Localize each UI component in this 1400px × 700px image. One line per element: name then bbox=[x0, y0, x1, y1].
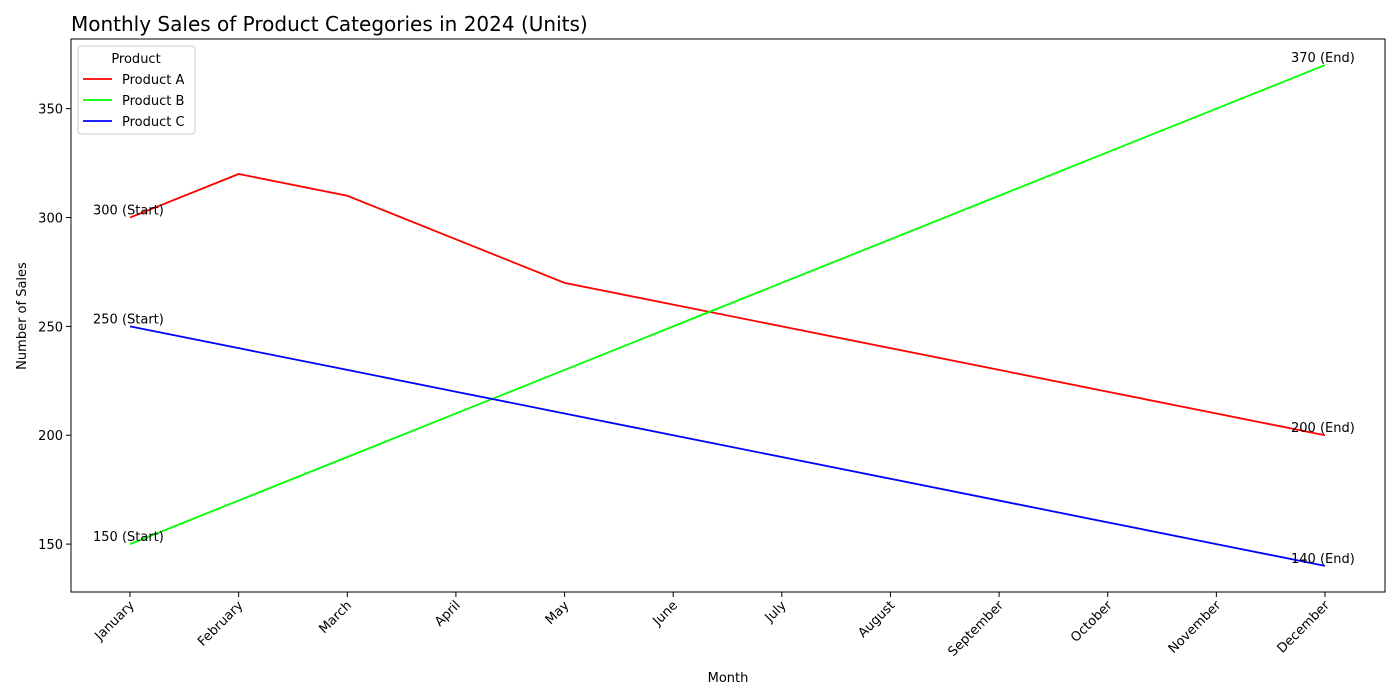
start-label-product-a: 300 (Start) bbox=[93, 204, 164, 219]
series-line-product-c bbox=[129, 325, 1326, 567]
axes-frame bbox=[70, 38, 1386, 593]
y-tick-label: 150 bbox=[38, 538, 63, 553]
end-label-product-a: 200 (End) bbox=[1291, 421, 1355, 436]
x-tick-label: February bbox=[195, 598, 247, 650]
x-tick-label: June bbox=[650, 598, 681, 629]
x-tick-label: July bbox=[762, 598, 790, 626]
x-tick-label: November bbox=[1166, 598, 1225, 657]
x-tick-label: May bbox=[543, 598, 573, 628]
x-tick-label: December bbox=[1275, 598, 1334, 657]
y-tick-label: 300 bbox=[38, 212, 63, 227]
legend-item-label: Product A bbox=[122, 73, 184, 88]
end-label-product-b: 370 (End) bbox=[1291, 51, 1355, 66]
legend-box bbox=[77, 45, 196, 135]
x-tick-label: March bbox=[316, 598, 355, 637]
legend-item-label: Product B bbox=[122, 94, 184, 109]
y-tick-label: 250 bbox=[38, 320, 63, 335]
end-label-product-c: 140 (End) bbox=[1291, 552, 1355, 567]
start-label-product-c: 250 (Start) bbox=[93, 312, 164, 327]
plot-area: 300 (Start) 200 (End) 150 (Start) 370 (End)… bbox=[70, 38, 1386, 593]
x-tick-label: October bbox=[1068, 598, 1116, 646]
y-tick-label: 350 bbox=[38, 103, 63, 118]
chart-title: Monthly Sales of Product Categories in 2… bbox=[71, 12, 588, 36]
start-label-product-b: 150 (Start) bbox=[93, 530, 164, 545]
y-tick-label: 200 bbox=[38, 429, 63, 444]
series-line-product-a bbox=[129, 173, 1326, 437]
x-tick-label: January bbox=[92, 598, 138, 644]
legend-item-label: Product C bbox=[122, 115, 185, 130]
series-line-product-b bbox=[129, 64, 1326, 545]
legend-title: Product bbox=[111, 52, 160, 67]
legend: Product Product A Product B Product C bbox=[77, 45, 196, 135]
x-axis-ticks: January February March April May June July Augu… bbox=[92, 592, 1334, 660]
y-axis-label: Number of Sales bbox=[15, 262, 30, 370]
x-tick-label: September bbox=[946, 598, 1008, 660]
y-axis-ticks: 150 200 250 300 350 bbox=[38, 103, 71, 553]
x-tick-label: August bbox=[856, 598, 899, 641]
x-axis-label: Month bbox=[708, 671, 749, 686]
x-tick-label: April bbox=[432, 598, 464, 630]
